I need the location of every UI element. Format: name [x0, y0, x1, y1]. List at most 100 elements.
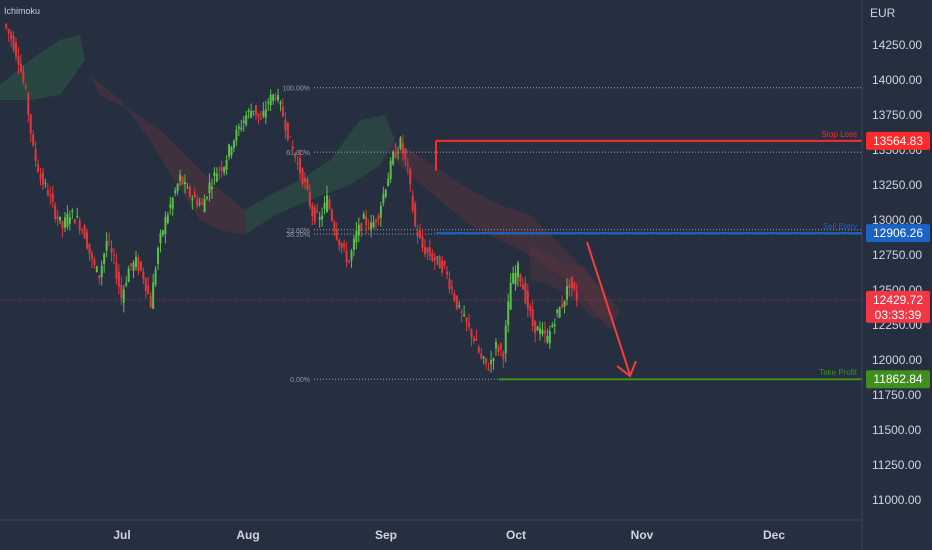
candle-body	[421, 236, 424, 248]
cloud-bull-2	[245, 115, 395, 235]
candle-body	[203, 199, 206, 213]
countdown-timer: 03:33:39	[875, 308, 922, 322]
candle-body	[512, 272, 515, 284]
price-tick: 13250.00	[872, 178, 922, 192]
candle-body	[534, 320, 537, 334]
candle-body	[357, 224, 360, 236]
candle-body	[328, 199, 331, 210]
candle-body	[419, 230, 422, 239]
candle-body	[382, 194, 385, 203]
candle-body	[120, 285, 123, 298]
candle-body	[161, 230, 164, 235]
take-profit-badge-text: 11862.84	[873, 372, 922, 386]
candle-body	[12, 36, 15, 51]
candle-body	[465, 317, 468, 323]
candle-body	[374, 219, 377, 222]
candle-body	[546, 335, 549, 342]
candle-body	[159, 233, 162, 244]
candle-body	[34, 148, 37, 161]
indicator-label[interactable]: Ichimoku	[4, 6, 41, 16]
candle-body	[338, 239, 341, 246]
candle-body	[262, 111, 265, 117]
candle-body	[543, 330, 546, 334]
candle-body	[78, 220, 81, 231]
candle-body	[110, 248, 113, 253]
candle-body	[570, 276, 573, 289]
candle-body	[487, 369, 490, 371]
candle-body	[318, 217, 321, 220]
candle-body	[130, 263, 133, 267]
candle-body	[27, 93, 30, 115]
candle-body	[485, 358, 488, 364]
candle-body	[397, 152, 400, 154]
time-axis[interactable]: Jul Aug Sep Oct Nov Dec	[113, 528, 785, 542]
candle-body	[59, 216, 62, 221]
candle-body	[480, 353, 483, 359]
candle-body	[210, 186, 213, 190]
candle-body	[394, 151, 397, 158]
candle-body	[313, 207, 316, 222]
candle-body	[387, 178, 390, 187]
candle-body	[223, 167, 226, 173]
candle-body	[191, 198, 194, 200]
cloud-bear-1	[90, 75, 245, 235]
candle-body	[475, 338, 478, 341]
candle-body	[450, 286, 453, 290]
price-tick: 14000.00	[872, 73, 922, 87]
trade-levels[interactable]: Stop Loss Sell Entry Take Profit	[0, 130, 862, 381]
candle-body	[345, 250, 348, 262]
candle-body	[279, 102, 282, 105]
candle-body	[507, 301, 510, 326]
price-tick: 14250.00	[872, 38, 922, 52]
candle-body	[294, 153, 297, 158]
candle-body	[286, 122, 289, 140]
candle-body	[330, 210, 333, 221]
candle-body	[19, 63, 22, 72]
candle-body	[44, 183, 47, 185]
candle-body	[492, 358, 495, 361]
candle-body	[213, 172, 216, 176]
candle-body	[536, 326, 539, 331]
candle-body	[37, 163, 40, 173]
time-tick: Oct	[506, 528, 526, 542]
candle-body	[463, 314, 466, 316]
candle-body	[306, 179, 309, 190]
candle-body	[22, 71, 25, 82]
candle-body	[399, 137, 402, 149]
candle-body	[303, 177, 306, 182]
candle-body	[497, 346, 500, 352]
candle-body	[514, 272, 517, 285]
candle-body	[68, 217, 71, 224]
down-arrow[interactable]	[586, 241, 637, 378]
time-tick: Jul	[113, 528, 130, 542]
candle-body	[228, 144, 231, 157]
candle-body	[5, 24, 8, 28]
candles	[5, 22, 578, 373]
candle-body	[502, 352, 505, 360]
price-tick: 13750.00	[872, 108, 922, 122]
candle-body	[350, 250, 353, 261]
candle-body	[281, 106, 284, 117]
candle-body	[441, 260, 444, 273]
candle-body	[455, 295, 458, 309]
candle-body	[267, 102, 270, 104]
candle-body	[370, 222, 373, 230]
candle-body	[558, 307, 561, 318]
candle-body	[17, 56, 20, 65]
candle-body	[112, 254, 115, 256]
candle-body	[521, 284, 524, 290]
candle-body	[49, 194, 52, 196]
candle-body	[135, 256, 138, 267]
candle-body	[39, 174, 42, 180]
candle-body	[539, 328, 542, 334]
candle-body	[509, 282, 512, 310]
price-axis[interactable]: EUR14250.0014000.0013750.0013500.0013250…	[870, 6, 922, 507]
candle-body	[29, 114, 32, 134]
candle-body	[174, 190, 177, 194]
candle-body	[438, 256, 441, 269]
candle-body	[377, 215, 380, 220]
candle-body	[41, 172, 44, 185]
candle-body	[218, 169, 221, 171]
